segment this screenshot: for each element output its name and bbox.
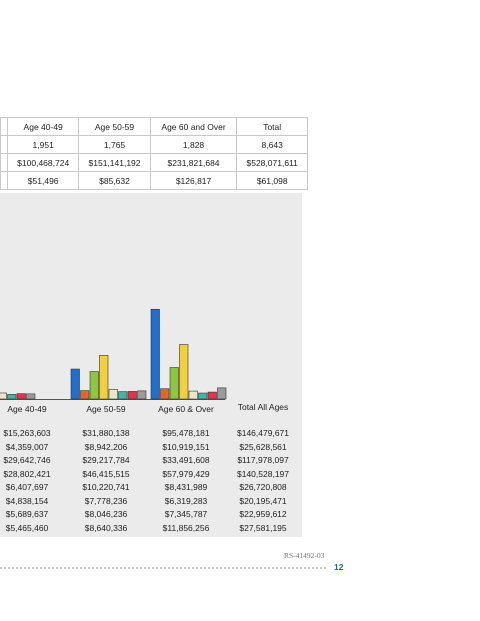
header-cell: Total [236,117,308,136]
category-label: Age 60 & Over [158,404,214,414]
bar [207,391,217,400]
total-amount: $25,628,561 [239,441,287,452]
bar [99,355,109,400]
summary-row: $51,496 $85,632 $126,817 $61,098 [0,171,308,190]
total-amount: $140,528,197 [237,468,289,479]
data-label: $7,778,236 [84,495,128,506]
data-label: $11,856,256 [162,522,210,533]
data-label: $29,642,746 [3,455,51,465]
data-label: $8,046,236 [84,509,128,519]
bar [217,387,227,400]
bar [137,390,147,400]
data-label: $31,880,138 [82,428,130,438]
bar [0,392,7,400]
bar [179,344,189,400]
data-label: $5,689,637 [5,509,49,519]
data-label: $10,220,741 [82,482,130,492]
bar [80,390,90,400]
total-amount: $20,195,471 [239,495,287,506]
bar-chart [0,308,227,400]
document-code: RS-41492-03 [284,551,325,560]
data-label: $8,942,206 [84,441,128,452]
summary-header-row: Age 40-49 Age 50-59 Age 60 and Over Tota… [0,117,308,136]
bar [198,392,208,400]
stub-cell [0,135,8,154]
data-label: $6,319,283 [164,495,208,506]
header-cell: Age 40-49 [6,117,80,136]
summary-row: 1,951 1,765 1,828 8,643 [0,135,308,154]
bar [70,368,80,400]
summary-cell: 8,643 [236,135,308,154]
data-label: $10,919,151 [162,441,210,452]
summary-cell: 1,765 [78,135,151,154]
summary-cell: $151,141,192 [78,153,151,172]
data-label: $4,359,007 [5,441,49,452]
bar [118,391,128,400]
summary-cell: $231,821,684 [149,153,238,172]
data-label: $57,979,429 [162,468,210,479]
bar [169,367,179,400]
summary-cell: $51,496 [6,171,80,190]
category-label: Age 50-59 [86,404,126,414]
bar [188,390,198,400]
data-label: $33,491,608 [162,455,210,465]
header-cell: Age 50-59 [78,117,151,136]
total-amount: $22,959,612 [239,509,287,519]
stub-cell [0,153,8,172]
data-label: $6,407,697 [5,482,49,492]
data-label: $95,478,181 [162,428,210,438]
bar [89,371,99,400]
bar [108,389,118,400]
data-label: $7,345,787 [164,509,208,519]
data-label: $8,640,336 [84,522,128,533]
summary-cell: $528,071,611 [236,153,308,172]
header-cell: Age 60 and Over [149,117,238,136]
summary-cell: 1,828 [149,135,238,154]
summary-cell: $85,632 [78,171,151,190]
bar [150,308,160,400]
stub-cell [0,117,8,136]
bar [16,393,26,400]
summary-cell: $61,098 [236,171,308,190]
summary-table: Age 40-49 Age 50-59 Age 60 and Over Tota… [0,117,308,190]
category-label: Age 40-49 [7,404,47,414]
summary-cell: 1,951 [6,135,80,154]
total-amount: $117,978,097 [237,455,289,465]
total-all-ages-label: Total All Ages [237,402,289,412]
data-label: $15,263,603 [3,428,51,438]
summary-row: $100,468,724 $151,141,192 $231,821,684 $… [0,153,308,172]
total-amount: $26,720,808 [239,482,287,492]
data-label: $29,217,784 [82,455,130,465]
total-amount: $27,581,195 [239,522,287,533]
data-label: $8,431,989 [164,482,208,492]
bar [7,394,17,400]
stub-cell [0,171,8,190]
data-label: $5,465,460 [5,522,49,533]
bar [127,391,137,400]
page-number: 12 [334,562,344,572]
footer-divider [0,567,326,569]
data-label: $46,415,515 [82,468,130,479]
data-label: $28,802,421 [3,468,51,479]
summary-cell: $100,468,724 [6,153,80,172]
bar [160,388,170,400]
summary-cell: $126,817 [149,171,238,190]
total-amount: $146,479,671 [237,428,289,438]
data-label: $4,838,154 [5,495,49,506]
bar [26,393,36,400]
